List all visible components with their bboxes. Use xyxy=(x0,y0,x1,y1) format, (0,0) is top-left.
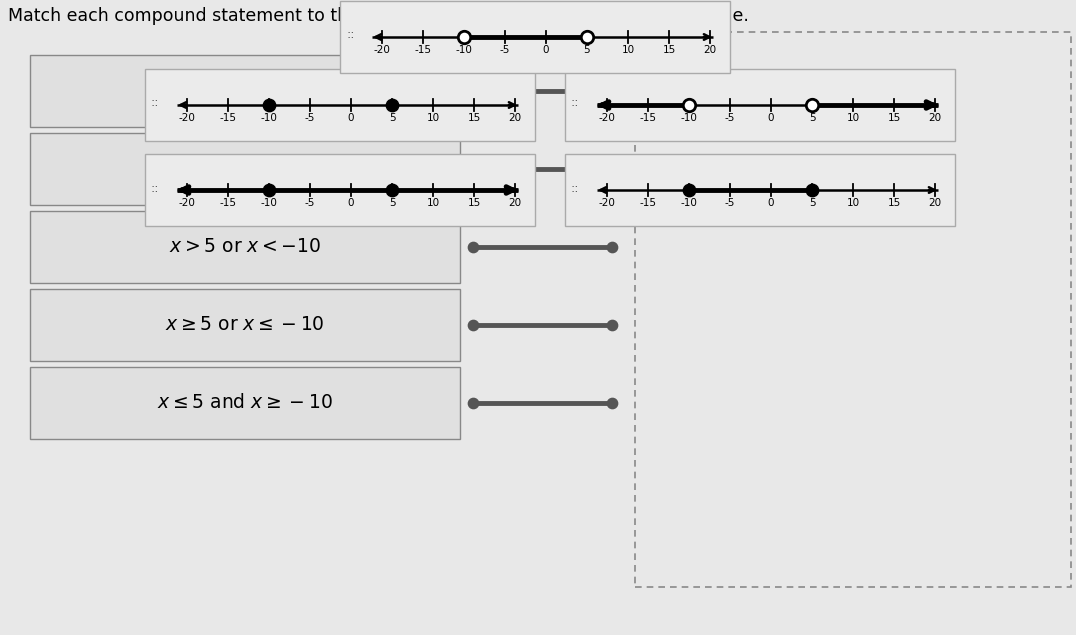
Text: 10: 10 xyxy=(847,113,860,123)
Text: 0: 0 xyxy=(768,198,775,208)
Text: -20: -20 xyxy=(598,113,615,123)
Text: 0: 0 xyxy=(542,45,549,55)
Text: -5: -5 xyxy=(500,45,510,55)
Text: 0: 0 xyxy=(768,113,775,123)
Text: $x = 5\ \mathrm{or}\ x = -10$: $x = 5\ \mathrm{or}\ x = -10$ xyxy=(166,81,325,100)
Text: 5: 5 xyxy=(809,198,816,208)
Text: 10: 10 xyxy=(426,198,440,208)
Text: -15: -15 xyxy=(220,198,237,208)
Text: $x > 5\ \mathrm{or}\ x < -10$: $x > 5\ \mathrm{or}\ x < -10$ xyxy=(169,237,321,257)
Bar xyxy=(565,154,955,226)
Text: 15: 15 xyxy=(467,113,481,123)
Text: -10: -10 xyxy=(680,198,697,208)
Point xyxy=(465,86,482,96)
Text: -10: -10 xyxy=(680,113,697,123)
Bar xyxy=(30,211,461,283)
Text: 20: 20 xyxy=(509,113,522,123)
Text: -15: -15 xyxy=(414,45,431,55)
Text: 20: 20 xyxy=(509,198,522,208)
Point xyxy=(680,185,697,195)
Text: 10: 10 xyxy=(847,198,860,208)
Text: -20: -20 xyxy=(179,113,196,123)
Text: 0: 0 xyxy=(348,113,354,123)
Text: ::: :: xyxy=(571,182,580,194)
Point xyxy=(804,100,821,110)
Text: 5: 5 xyxy=(388,113,395,123)
Point xyxy=(804,185,821,195)
Text: 10: 10 xyxy=(622,45,635,55)
Point xyxy=(604,86,621,96)
Text: 0: 0 xyxy=(348,198,354,208)
Text: $x \leq 5\ \mathrm{and}\ x \geq -10$: $x \leq 5\ \mathrm{and}\ x \geq -10$ xyxy=(157,394,332,413)
Text: -10: -10 xyxy=(455,45,472,55)
Text: 10: 10 xyxy=(426,113,440,123)
Text: 15: 15 xyxy=(663,45,676,55)
Text: 15: 15 xyxy=(888,113,901,123)
Text: 20: 20 xyxy=(929,113,942,123)
Bar xyxy=(30,289,461,361)
Bar xyxy=(145,69,535,141)
Text: -5: -5 xyxy=(725,113,735,123)
Point xyxy=(465,398,482,408)
Text: -15: -15 xyxy=(220,113,237,123)
Text: ::: :: xyxy=(346,29,354,41)
Bar xyxy=(30,55,461,127)
Point xyxy=(383,100,400,110)
Point xyxy=(680,100,697,110)
Text: 20: 20 xyxy=(704,45,717,55)
Bar xyxy=(145,154,535,226)
Text: -20: -20 xyxy=(179,198,196,208)
Text: -10: -10 xyxy=(260,198,278,208)
Point xyxy=(465,242,482,252)
Text: 5: 5 xyxy=(583,45,591,55)
Bar xyxy=(635,32,1071,587)
Point xyxy=(260,185,278,195)
Text: ::: :: xyxy=(571,97,580,109)
Text: 15: 15 xyxy=(467,198,481,208)
Text: -5: -5 xyxy=(305,113,315,123)
Text: ::: :: xyxy=(151,182,159,194)
Point xyxy=(465,164,482,174)
Bar xyxy=(340,1,730,73)
Text: $x \geq 5\ \mathrm{or}\ x \leq -10$: $x \geq 5\ \mathrm{or}\ x \leq -10$ xyxy=(166,316,325,335)
Point xyxy=(579,32,596,42)
Point xyxy=(604,242,621,252)
Text: -20: -20 xyxy=(373,45,391,55)
Text: -15: -15 xyxy=(639,113,656,123)
Text: -20: -20 xyxy=(598,198,615,208)
Point xyxy=(455,32,472,42)
Bar xyxy=(30,133,461,205)
Point xyxy=(604,164,621,174)
Text: Match each compound statement to the graph of its solution set on the number lin: Match each compound statement to the gra… xyxy=(8,7,749,25)
Point xyxy=(604,320,621,330)
Bar xyxy=(30,367,461,439)
Text: 15: 15 xyxy=(888,198,901,208)
Point xyxy=(383,185,400,195)
Point xyxy=(604,398,621,408)
Text: -15: -15 xyxy=(639,198,656,208)
Text: -5: -5 xyxy=(725,198,735,208)
Text: 20: 20 xyxy=(929,198,942,208)
Text: 5: 5 xyxy=(809,113,816,123)
Text: 5: 5 xyxy=(388,198,395,208)
Text: ::: :: xyxy=(151,97,159,109)
Text: -10: -10 xyxy=(260,113,278,123)
Point xyxy=(260,100,278,110)
Text: $x < 5\ \mathrm{and}\ x > -10$: $x < 5\ \mathrm{and}\ x > -10$ xyxy=(157,159,332,178)
Text: -5: -5 xyxy=(305,198,315,208)
Point xyxy=(465,320,482,330)
Bar xyxy=(565,69,955,141)
